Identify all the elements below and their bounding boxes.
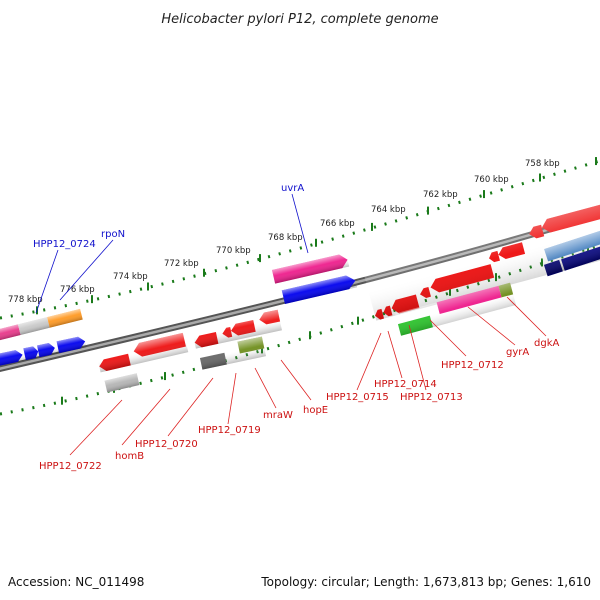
leader-line <box>408 324 427 391</box>
scale-tick-label: 774 kbp <box>113 272 148 282</box>
leader-line <box>429 319 467 357</box>
leader-line <box>121 388 171 446</box>
leader-line <box>280 359 312 401</box>
gene-label-hpp12-0724: HPP12_0724 <box>33 239 96 250</box>
gene-label-hope: hopE <box>303 405 328 416</box>
leader-line <box>254 367 277 409</box>
gene-label-dgka: dgkA <box>534 338 559 349</box>
leader-line <box>291 193 309 254</box>
scale-tick-label: 766 kbp <box>320 219 355 229</box>
gene-label-hpp12-0720: HPP12_0720 <box>135 439 198 450</box>
leader-line <box>506 296 547 337</box>
leader-line <box>167 377 214 437</box>
gene-label-hpp12-0722: HPP12_0722 <box>39 461 102 472</box>
scale-tick-label: 772 kbp <box>164 259 199 269</box>
scale-tick-label: 760 kbp <box>474 175 509 185</box>
gene-label-hpp12-0714: HPP12_0714 <box>374 379 437 390</box>
scale-tick-labels: 778 kbp 776 kbp 774 kbp 772 kbp 770 kbp 768 k… <box>8 159 560 305</box>
map-title: Helicobacter pylori P12, complete genome <box>161 12 438 27</box>
gene-label-gyra: gyrA <box>506 347 529 358</box>
scale-tick-label: 762 kbp <box>423 190 458 200</box>
gene-label-homb: homB <box>115 451 144 462</box>
leader-line <box>69 399 123 456</box>
leader-line <box>467 306 516 346</box>
leader-line <box>227 372 237 425</box>
reverse-gene-labels: HPP12_0722 homB HPP12_0720 HPP12_0719 mr… <box>39 338 559 472</box>
scale-major-ticks <box>35 157 597 315</box>
gene-label-rpon: rpoN <box>101 229 125 240</box>
genome-summary-text: Topology: circular; Length: 1,673,813 bp… <box>260 575 591 589</box>
gene-label-hpp12-0712: HPP12_0712 <box>441 360 504 371</box>
leader-line <box>387 330 403 379</box>
leader-line <box>35 249 59 314</box>
gene-label-hpp12-0719: HPP12_0719 <box>198 425 261 436</box>
scale-tick-label: 776 kbp <box>60 285 95 295</box>
scale-tick-label: 764 kbp <box>371 205 406 215</box>
reverse-strand-genes <box>96 204 600 393</box>
gene-label-uvra: uvrA <box>281 183 304 194</box>
leader-line <box>356 332 382 391</box>
accession-text: Accession: NC_011498 <box>8 575 144 589</box>
scale-tick-label: 770 kbp <box>216 246 251 256</box>
leader-line <box>59 239 114 301</box>
gene-label-hpp12-0713: HPP12_0713 <box>400 392 463 403</box>
scale-tick-label: 768 kbp <box>268 233 303 243</box>
forward-gene-labels: HPP12_0724 rpoN uvrA <box>33 183 304 250</box>
scale-tick-label: 778 kbp <box>8 295 43 305</box>
scale-tick-label: 758 kbp <box>525 159 560 169</box>
gene-label-hpp12-0715: HPP12_0715 <box>326 392 389 403</box>
gene-label-mraw: mraW <box>263 410 293 421</box>
label-leaders <box>35 193 547 456</box>
